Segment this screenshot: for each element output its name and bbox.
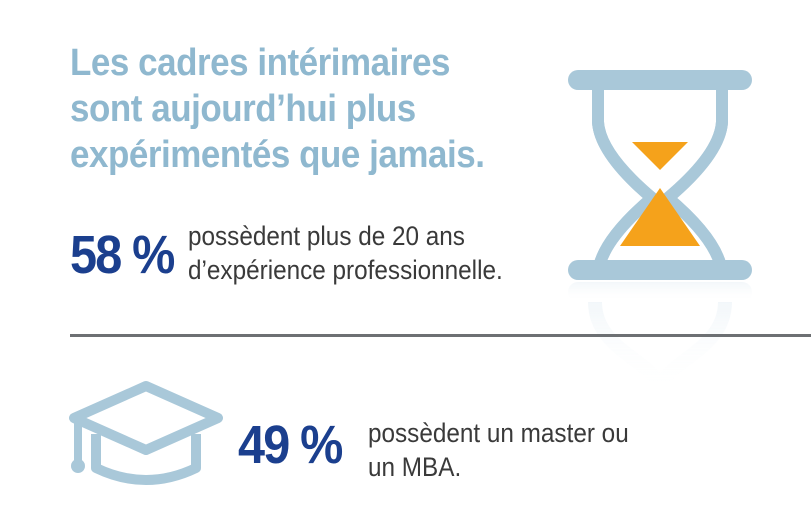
stat-49-description-line-2: un MBA.: [368, 452, 462, 482]
headline: Les cadres intérimaires sont aujourd’hui…: [70, 40, 502, 178]
headline-line-2: sont aujourd’hui plus: [70, 88, 416, 130]
graduation-cap-icon: [69, 381, 223, 485]
hourglass-icon: [568, 70, 752, 394]
stat-49-description: possèdent un master ou un MBA.: [368, 416, 629, 484]
stat-58-value: 58 %: [70, 225, 175, 285]
stat-58-description-line-1: possèdent plus de 20 ans: [188, 221, 465, 251]
stat-58-description-line-2: d’expérience professionnelle.: [188, 255, 503, 285]
headline-line-3: expérimentés que jamais.: [70, 134, 485, 176]
stat-58-description: possèdent plus de 20 ans d’expérience pr…: [188, 219, 503, 287]
stat-49-value: 49 %: [238, 415, 343, 475]
section-divider: [70, 334, 811, 337]
stat-49-description-line-1: possèdent un master ou: [368, 418, 629, 448]
headline-line-1: Les cadres intérimaires: [70, 42, 451, 84]
